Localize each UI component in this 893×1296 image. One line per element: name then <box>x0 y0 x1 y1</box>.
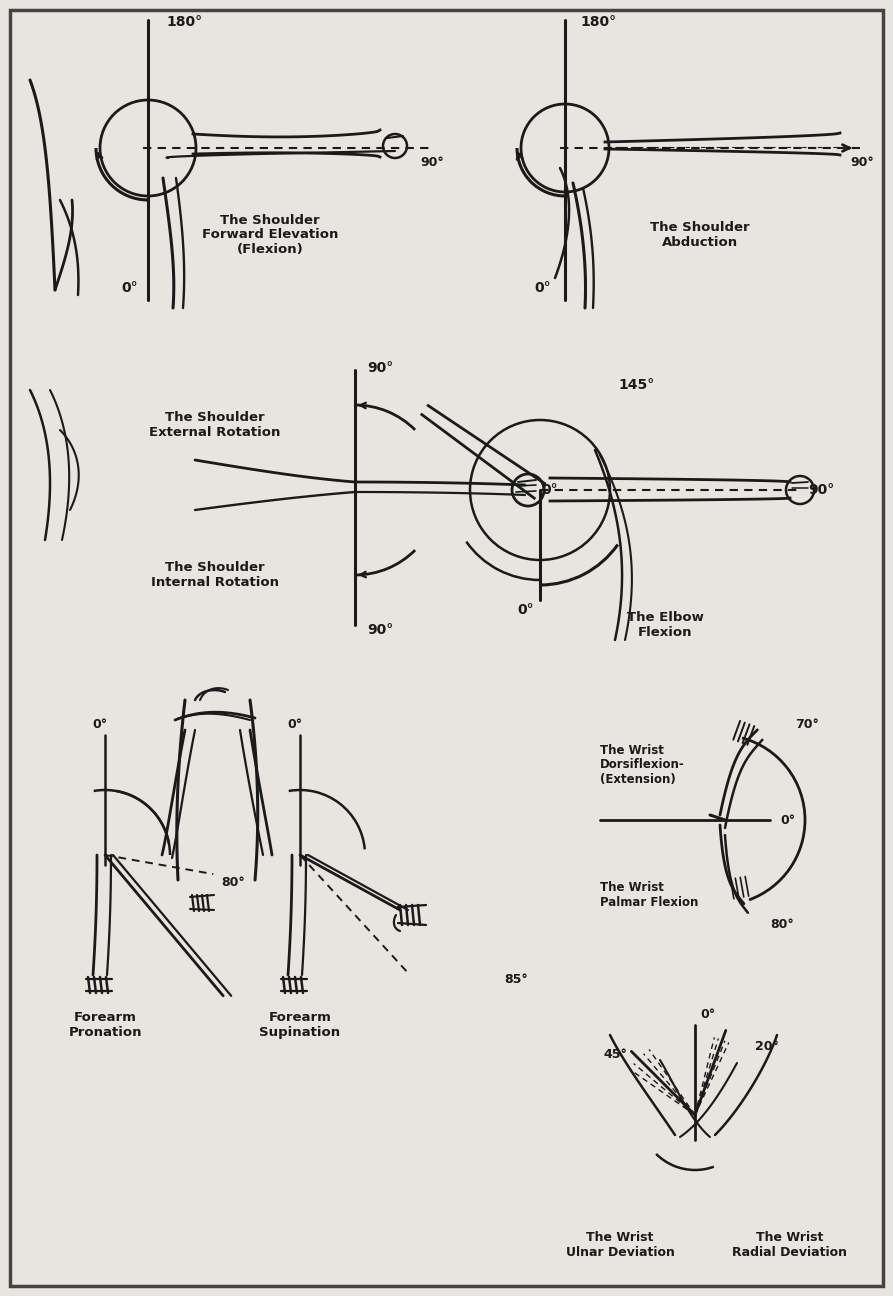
Text: 20°: 20° <box>755 1041 779 1054</box>
Text: 0°: 0° <box>288 718 303 731</box>
Text: 0°: 0° <box>780 814 795 827</box>
Text: 90°: 90° <box>420 156 444 168</box>
Text: 80°: 80° <box>770 919 794 932</box>
Text: 70°: 70° <box>795 718 819 731</box>
Text: The Elbow
Flexion: The Elbow Flexion <box>627 610 704 639</box>
Text: 0°: 0° <box>700 1008 715 1021</box>
Text: 45°: 45° <box>603 1048 627 1061</box>
Text: 85°: 85° <box>505 973 529 986</box>
Text: 0°: 0° <box>518 603 534 617</box>
Text: 90°: 90° <box>808 483 834 496</box>
Text: 90°: 90° <box>367 623 393 638</box>
Text: The Shoulder
Forward Elevation
(Flexion): The Shoulder Forward Elevation (Flexion) <box>202 214 338 257</box>
Text: 180°: 180° <box>580 16 616 29</box>
Text: 180°: 180° <box>166 16 202 29</box>
Text: 0°: 0° <box>93 718 107 731</box>
Text: Forearm
Pronation: Forearm Pronation <box>68 1011 142 1039</box>
Text: The Wrist
Ulnar Deviation: The Wrist Ulnar Deviation <box>565 1231 674 1258</box>
Text: 0°: 0° <box>121 281 138 295</box>
Text: 90°: 90° <box>850 156 873 168</box>
Text: The Wrist
Palmar Flexion: The Wrist Palmar Flexion <box>600 881 698 908</box>
Text: 0°: 0° <box>535 281 551 295</box>
Text: The Wrist
Dorsiflexion-
(Extension): The Wrist Dorsiflexion- (Extension) <box>600 744 685 787</box>
Text: The Shoulder
Abduction: The Shoulder Abduction <box>650 222 750 249</box>
Text: 80°: 80° <box>221 876 245 889</box>
Text: 0°: 0° <box>542 483 558 496</box>
Text: 90°: 90° <box>367 362 393 375</box>
Text: Forearm
Supination: Forearm Supination <box>260 1011 340 1039</box>
Text: The Shoulder
Internal Rotation: The Shoulder Internal Rotation <box>151 561 279 588</box>
Text: 145°: 145° <box>618 378 655 391</box>
Text: The Shoulder
External Rotation: The Shoulder External Rotation <box>149 411 280 439</box>
Text: The Wrist
Radial Deviation: The Wrist Radial Deviation <box>732 1231 847 1258</box>
